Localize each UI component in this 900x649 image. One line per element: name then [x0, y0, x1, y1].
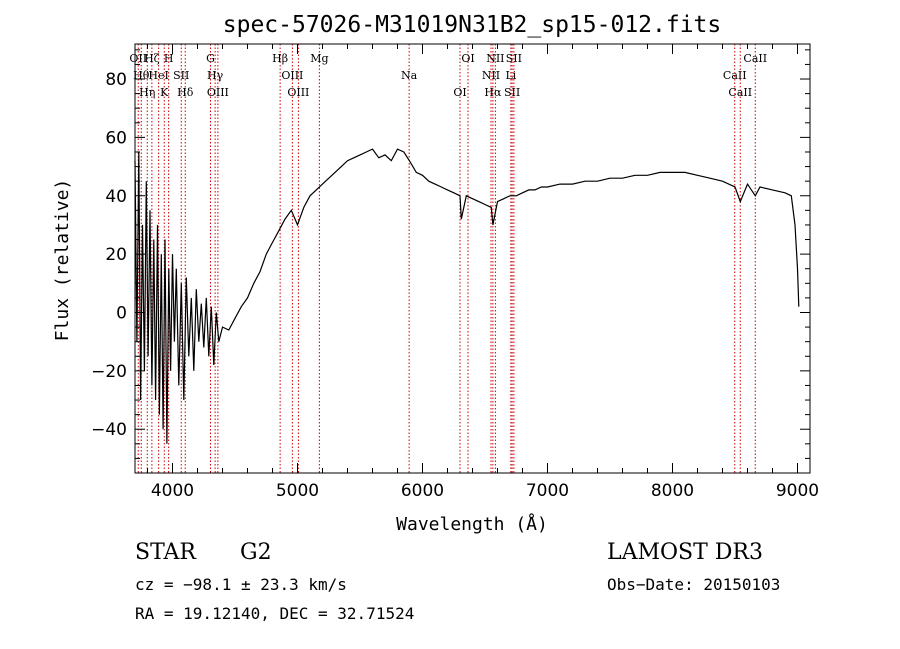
- line-label: Hα: [484, 86, 502, 99]
- line-label: Hβ: [272, 52, 288, 65]
- x-axis: 4000 5000 6000 7000 8000 9000: [147, 44, 819, 501]
- line-label: Hδ: [177, 86, 194, 99]
- line-label: CaII: [723, 69, 747, 82]
- x-tick-label: 5000: [276, 481, 319, 501]
- line-label: H: [164, 52, 174, 65]
- plot-frame: [134, 43, 811, 474]
- line-label: Hγ: [207, 69, 224, 82]
- line-label: Hθ: [133, 69, 150, 82]
- redshift-velocity: cz = −98.1 ± 23.3 km/s: [135, 575, 347, 594]
- line-label: SII: [506, 52, 522, 65]
- object-subclass: G2: [240, 540, 272, 565]
- line-label: Na: [401, 69, 418, 82]
- y-tick-label: −40: [91, 420, 127, 440]
- x-tick-label: 4000: [151, 481, 194, 501]
- coordinates: RA = 19.12140, DEC = 32.71524: [135, 604, 415, 623]
- line-label: OIII: [287, 86, 309, 99]
- line-label: OII: [129, 52, 147, 65]
- line-label: CaII: [743, 52, 767, 65]
- line-label: CaII: [728, 86, 752, 99]
- y-tick-label: 0: [116, 303, 127, 323]
- line-label: NII: [486, 52, 504, 65]
- observation-date: Obs−Date: 20150103: [607, 575, 781, 594]
- y-tick-label: 80: [105, 70, 127, 90]
- line-label: Li: [505, 69, 516, 82]
- line-label: SII: [173, 69, 189, 82]
- x-tick-label: 8000: [651, 481, 694, 501]
- line-label: OI: [453, 86, 466, 99]
- line-label: OIII: [207, 86, 229, 99]
- x-tick-label: 9000: [776, 481, 819, 501]
- line-label: K: [160, 86, 169, 99]
- line-label: Hζ: [144, 52, 160, 65]
- line-label: HeI: [148, 69, 168, 82]
- y-axis-label: Flux (relative): [52, 179, 73, 342]
- line-label: G: [206, 52, 215, 65]
- survey-name: LAMOST DR3: [607, 540, 763, 565]
- line-label: Mg: [310, 52, 328, 65]
- y-axis: −40 −20 0 20 40 60 80: [91, 49, 810, 459]
- line-labels: OII Hθ Hη Hζ HeI K H SII Hδ G Hγ OIII Hβ OIII OIII Mg Na…: [129, 52, 767, 99]
- line-label: Hη: [139, 86, 155, 99]
- line-label: OIII: [281, 69, 303, 82]
- line-label: NII: [482, 69, 500, 82]
- y-tick-label: 40: [105, 187, 127, 207]
- line-markers: [137, 44, 756, 473]
- line-label: OI: [461, 52, 474, 65]
- x-tick-label: 7000: [526, 481, 569, 501]
- y-tick-label: 60: [105, 128, 127, 148]
- object-class: STAR: [135, 540, 196, 565]
- x-axis-label: Wavelength (Å): [396, 513, 548, 535]
- spectrum-line: [134, 148, 800, 444]
- x-tick-label: 6000: [401, 481, 444, 501]
- y-tick-label: −20: [91, 362, 127, 382]
- y-tick-label: 20: [105, 245, 127, 265]
- line-label: SII: [504, 86, 520, 99]
- chart-title: spec-57026-M31019N31B2_sp15-012.fits: [223, 12, 722, 38]
